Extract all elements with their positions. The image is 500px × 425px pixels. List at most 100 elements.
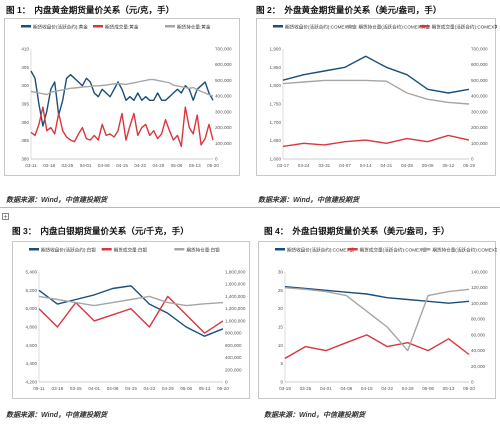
y-left-tick-label: 4,800 [26, 325, 38, 330]
y-left-tick-label: 4,400 [26, 361, 38, 366]
x-tick-label: 05-12 [442, 163, 454, 168]
y-right-tick-label: 600,000 [215, 62, 232, 67]
legend-label: 期货收盘价(活跃合约):COMEX银 [287, 247, 355, 254]
chart-svg-3: 期货收盘价(活跃合约):白银 期货成交量:白银 期货持仓量:白银 5,400 5,200… [26, 247, 246, 392]
x-tick-label: 03-18 [43, 163, 55, 168]
series-line [30, 70, 214, 127]
x-tick-label: 04-22 [134, 163, 146, 168]
x-tick-label: 05-11 [33, 386, 45, 391]
expand-toggle-icon[interactable]: + [2, 213, 9, 221]
x-tick-label: 04-08 [340, 386, 352, 391]
legend-swatch [101, 248, 112, 251]
source-note-3: 数据来源：Wind，中信建投期货 [6, 412, 108, 419]
x-tick-label: 04-15 [116, 163, 128, 168]
source-note-2: 数据来源：Wind，中信建投期货 [258, 197, 360, 204]
series-line [284, 286, 470, 304]
y-right-tick-label: 1,400,000 [225, 294, 246, 299]
figure-title-text: 内盘白银期货量价关系（元/千克，手） [40, 226, 189, 236]
legend-label: 期货成交量(活跃合约):COMEX银 [360, 247, 428, 254]
y-left-tick-label: 1,750 [270, 102, 282, 107]
series-line [282, 79, 470, 105]
legend-swatch [165, 25, 175, 28]
figure-label: 图 2： [256, 5, 281, 15]
x-tick-label: 04-29 [153, 163, 165, 168]
x-tick-label: 03-25 [62, 163, 74, 168]
y-left-tick-label: 1,850 [270, 65, 282, 70]
y-left-tick-label: 4,600 [26, 343, 38, 348]
y-right-tick-label: 40,000 [471, 348, 485, 353]
legend-label: 期货收盘价(活跃合约):白银 [41, 247, 96, 254]
x-tick-label: 05-20 [463, 386, 475, 391]
legend-label: 期货成交量(活跃合约):COMEX黄金 [432, 24, 497, 31]
x-tick-label: 04-07 [339, 163, 351, 168]
series-line [38, 285, 224, 337]
y-left-tick-label: 15 [278, 325, 284, 330]
y-right-tick-label: 200,000 [225, 367, 242, 372]
legend-label: 期货成交量:白银 [114, 247, 148, 254]
x-tick-label: 03-11 [25, 163, 37, 168]
legend-swatch [420, 248, 431, 251]
y-right-tick-label: 120,000 [471, 285, 488, 290]
y-right-tick-label: 1,600,000 [225, 282, 246, 287]
series-line [284, 334, 470, 360]
legend-swatch [275, 248, 285, 251]
y-right-tick-label: 400,000 [471, 94, 488, 99]
x-tick-label: 05-05 [422, 163, 434, 168]
x-tick-label: 04-29 [402, 386, 414, 391]
x-tick-label: 05-13 [199, 386, 211, 391]
y-left-tick-label: 380 [21, 157, 29, 162]
x-tick-label: 04-29 [162, 386, 174, 391]
series-line [30, 78, 214, 97]
legend-swatch [273, 25, 283, 28]
x-tick-label: 04-15 [361, 386, 373, 391]
x-tick-label: 03-17 [277, 163, 289, 168]
y-right-tick-label: 1,200,000 [225, 306, 246, 311]
y-left-tick-label: 1,650 [270, 138, 282, 143]
x-tick-label: 03-24 [298, 163, 310, 168]
legend-label: 期货持仓量:白银 [186, 247, 220, 254]
x-tick-label: 03-31 [318, 163, 330, 168]
y-right-tick-label: 20,000 [471, 364, 485, 369]
y-left-tick-label: 5,200 [26, 288, 38, 293]
series-line [38, 295, 224, 307]
x-tick-label: 05-13 [443, 386, 455, 391]
y-left-tick-label: 385 [21, 138, 29, 143]
y-right-tick-label: 400,000 [225, 355, 242, 360]
y-left-tick-label: 410 [21, 47, 29, 52]
x-tick-label: 05-13 [189, 163, 201, 168]
series-line [284, 287, 470, 352]
legend-label: 期货收盘价(活跃合约):COMEX黄金 [285, 24, 357, 31]
y-left-tick-label: 10 [278, 343, 284, 348]
y-left-tick-label: 4,200 [26, 380, 38, 385]
source-note-4: 数据来源：Wind，中信建投期货 [264, 412, 366, 419]
y-right-tick-label: 600,000 [471, 62, 488, 67]
y-left-tick-label: 395 [21, 102, 29, 107]
figure-title-3: 图 3： 内盘白银期货量价关系（元/千克，手） [12, 225, 189, 237]
y-right-tick-label: 500,000 [471, 78, 488, 83]
y-left-tick-label: 405 [21, 65, 29, 70]
y-left-tick-label: 5,400 [26, 270, 38, 275]
series-line [30, 106, 214, 148]
y-left-tick-label: 400 [21, 83, 29, 88]
series-line [282, 55, 470, 94]
y-right-tick-label: 0 [471, 380, 474, 385]
series-line [38, 295, 224, 334]
y-left-tick-label: 20 [278, 306, 284, 311]
x-tick-label: 04-01 [80, 163, 92, 168]
y-left-tick-label: 25 [278, 288, 284, 293]
y-left-tick-label: 1,800 [270, 83, 282, 88]
legend-swatch [93, 25, 103, 28]
divider [0, 207, 500, 208]
y-left-tick-label: 5 [280, 361, 283, 366]
x-tick-label: 05-06 [171, 163, 183, 168]
y-right-tick-label: 0 [215, 157, 218, 162]
x-tick-label: 03-18 [279, 386, 291, 391]
legend-swatch [347, 248, 358, 251]
x-tick-label: 04-22 [144, 386, 156, 391]
y-right-tick-label: 700,000 [215, 47, 232, 52]
figure-title-text: 外盘白银期货量价关系（美元/盎司，手） [292, 226, 450, 236]
y-right-tick-label: 0 [471, 157, 474, 162]
x-tick-label: 05-06 [180, 386, 192, 391]
x-tick-label: 04-01 [320, 386, 332, 391]
y-left-tick-label: 5,000 [26, 306, 38, 311]
